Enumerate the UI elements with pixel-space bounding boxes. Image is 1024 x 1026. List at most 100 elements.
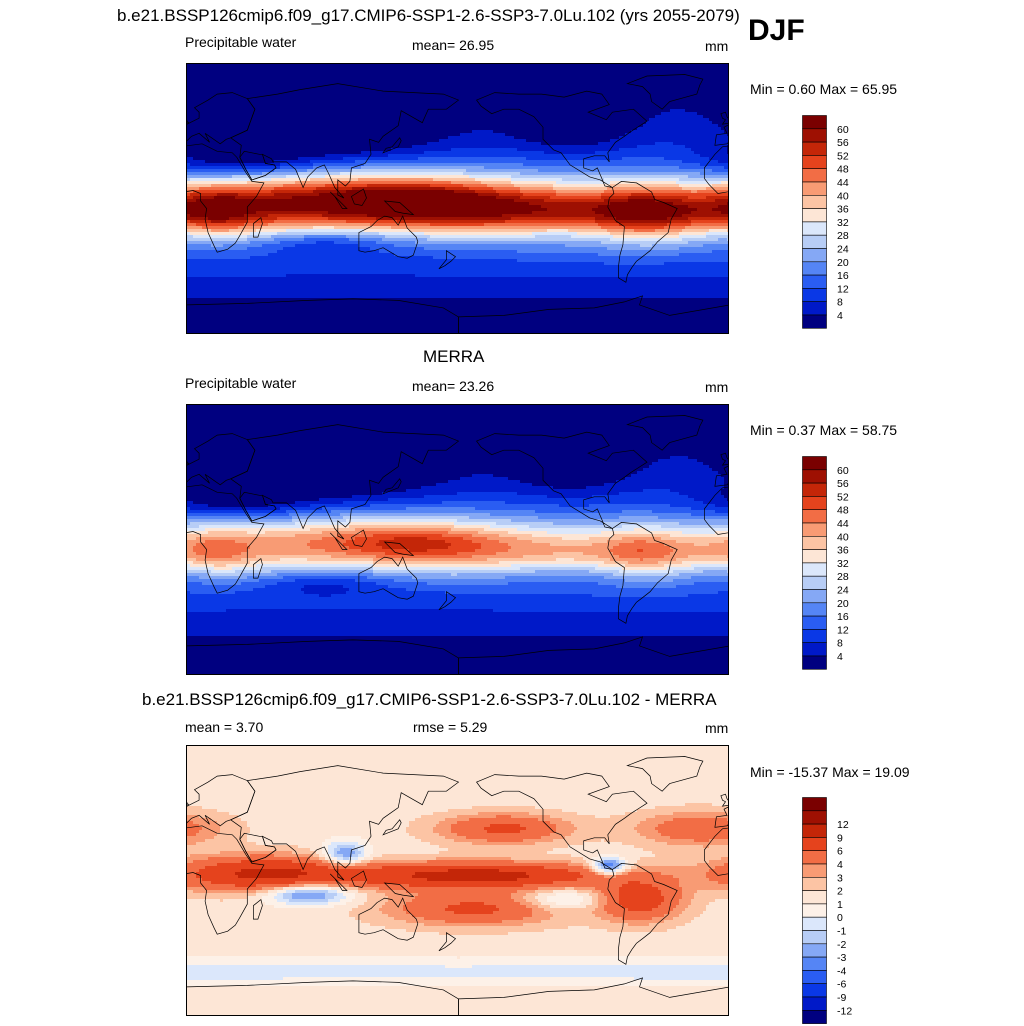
panel-2-colorbar-box (803, 536, 827, 549)
panel-2-minmax-label: Min = 0.37 Max = 58.75 (750, 422, 897, 438)
panel-3-units-label: mm (705, 720, 728, 736)
panel-2-colorbar-box (803, 590, 827, 603)
panel-2-colorbar-tick-label: 20 (837, 598, 849, 610)
panel-3-colorbar-box (803, 851, 827, 864)
panel-1-colorbar-tick-label: 12 (837, 283, 849, 295)
panel-3-colorbar-tick-label: -9 (837, 992, 846, 1004)
panel-2-colorbar-box (803, 616, 827, 629)
panel-2-colorbar-tick-label: 36 (837, 545, 849, 557)
panel-3-colorbar-box (803, 864, 827, 877)
panel-1-minmax-label: Min = 0.60 Max = 65.95 (750, 81, 897, 97)
panel-2-colorbar-box (803, 483, 827, 496)
panel-3-colorbar-box (803, 997, 827, 1010)
panel-1-colorbar-tick-label: 40 (837, 190, 849, 202)
panel-3-colorbar-box (803, 891, 827, 904)
panel-2-colorbar-box (803, 629, 827, 642)
panel-3-colorbar-tick-label: -6 (837, 979, 846, 991)
panel-2-colorbar-box (803, 603, 827, 616)
panel-1-colorbar-tick-label: 16 (837, 270, 849, 282)
panel-2-colorbar-box (803, 643, 827, 656)
panel-1-colorbar-box (803, 315, 827, 328)
panel-1-colorbar-tick-label: 52 (837, 150, 849, 162)
panel-3-colorbar-tick-label: 2 (837, 886, 843, 898)
panel-2-colorbar-tick-label: 16 (837, 611, 849, 623)
panel-1-colorbar-box (803, 275, 827, 288)
panel-3-colorbar-tick-label: 12 (837, 819, 849, 831)
panel-1-colorbar-tick-label: 60 (837, 124, 849, 136)
panel-2-colorbar-tick-label: 4 (837, 651, 843, 663)
panel-3-title: b.e21.BSSP126cmip6.f09_g17.CMIP6-SSP1-2.… (142, 690, 717, 710)
panel-3-colorbar-tick-label: 1 (837, 899, 843, 911)
panel-2-colorbar-box (803, 457, 827, 470)
panel-1-colorbar-box (803, 155, 827, 168)
panel-3-colorbar-box (803, 917, 827, 930)
panel-3-colorbar-tick-label: -3 (837, 952, 846, 964)
panel-3-colorbar-box (803, 957, 827, 970)
panel-1-colorbar-box (803, 288, 827, 301)
panel-3-colorbar-tick-label: -12 (837, 1005, 852, 1017)
panel-1-colorbar-box (803, 302, 827, 315)
panel-2-colorbar-tick-label: 24 (837, 585, 849, 597)
panel-3-colorbar-tick-label: 3 (837, 872, 843, 884)
panel-2-colorbar-tick-label: 32 (837, 558, 849, 570)
panel-2-colorbar-box (803, 656, 827, 669)
panel-1-colorbar-tick-label: 56 (837, 137, 849, 149)
panel-1-colorbar-tick-label: 36 (837, 204, 849, 216)
panel-2-colorbar-tick-label: 44 (837, 518, 849, 530)
panel-3-map (186, 745, 729, 1016)
panel-3-colorbar-tick-label: 6 (837, 846, 843, 858)
panel-1-title: b.e21.BSSP126cmip6.f09_g17.CMIP6-SSP1-2.… (117, 6, 740, 26)
panel-2-colorbar-box (803, 563, 827, 576)
panel-1-colorbar-tick-label: 48 (837, 164, 849, 176)
panel-2-colorbar-tick-label: 52 (837, 491, 849, 503)
panel-1-map (186, 63, 729, 334)
panel-2-colorbar-box (803, 550, 827, 563)
panel-3-colorbar-box (803, 1010, 827, 1023)
panel-1-units-label: mm (705, 38, 728, 54)
panel-1-mean-label: mean= 26.95 (412, 37, 494, 53)
season-label: DJF (748, 14, 805, 48)
panel-1-colorbar-box (803, 209, 827, 222)
panel-2-colorbar-box (803, 470, 827, 483)
panel-1-colorbar-box (803, 235, 827, 248)
panel-2-colorbar-tick-label: 48 (837, 505, 849, 517)
panel-3-colorbar-tick-label: 9 (837, 832, 843, 844)
panel-1-colorbar-box (803, 142, 827, 155)
panel-1-colorbar-box (803, 195, 827, 208)
panel-3-colorbar-box (803, 944, 827, 957)
panel-1-colorbar-tick-label: 28 (837, 230, 849, 242)
panel-2-field (187, 405, 729, 675)
panel-3-colorbar-tick-label: -1 (837, 926, 846, 938)
panel-3-colorbar-box (803, 984, 827, 997)
panel-3-colorbar-tick-label: 0 (837, 912, 843, 924)
panel-1-colorbar-tick-label: 8 (837, 297, 843, 309)
panel-3-colorbar-tick-label: -4 (837, 965, 846, 977)
panel-1-field (187, 64, 729, 334)
panel-2-colorbar-tick-label: 12 (837, 624, 849, 636)
panel-3-colorbar-box (803, 811, 827, 824)
panel-2-colorbar-tick-label: 40 (837, 531, 849, 543)
panel-3-colorbar-box (803, 798, 827, 811)
panel-1-colorbar-box (803, 249, 827, 262)
panel-2-colorbar-box (803, 576, 827, 589)
panel-1-colorbar-box (803, 129, 827, 142)
panel-2-title: MERRA (423, 347, 484, 367)
panel-2-colorbar-tick-label: 28 (837, 571, 849, 583)
panel-3-colorbar-box (803, 970, 827, 983)
panel-1-colorbar-tick-label: 20 (837, 257, 849, 269)
panel-1-colorbar-box (803, 169, 827, 182)
panel-2-units-label: mm (705, 379, 728, 395)
panel-3-colorbar-box (803, 837, 827, 850)
panel-3-colorbar-box (803, 877, 827, 890)
panel-2-colorbar-box (803, 496, 827, 509)
panel-2-variable-label: Precipitable water (185, 375, 296, 391)
panel-1-colorbar-tick-label: 32 (837, 217, 849, 229)
panel-1-colorbar-tick-label: 44 (837, 177, 849, 189)
panel-3-rmse-label: rmse = 5.29 (413, 719, 487, 735)
panel-1-colorbar-box (803, 262, 827, 275)
panel-2-colorbar-tick-label: 56 (837, 478, 849, 490)
panel-3-colorbar-box (803, 904, 827, 917)
panel-3-minmax-label: Min = -15.37 Max = 19.09 (750, 764, 910, 780)
